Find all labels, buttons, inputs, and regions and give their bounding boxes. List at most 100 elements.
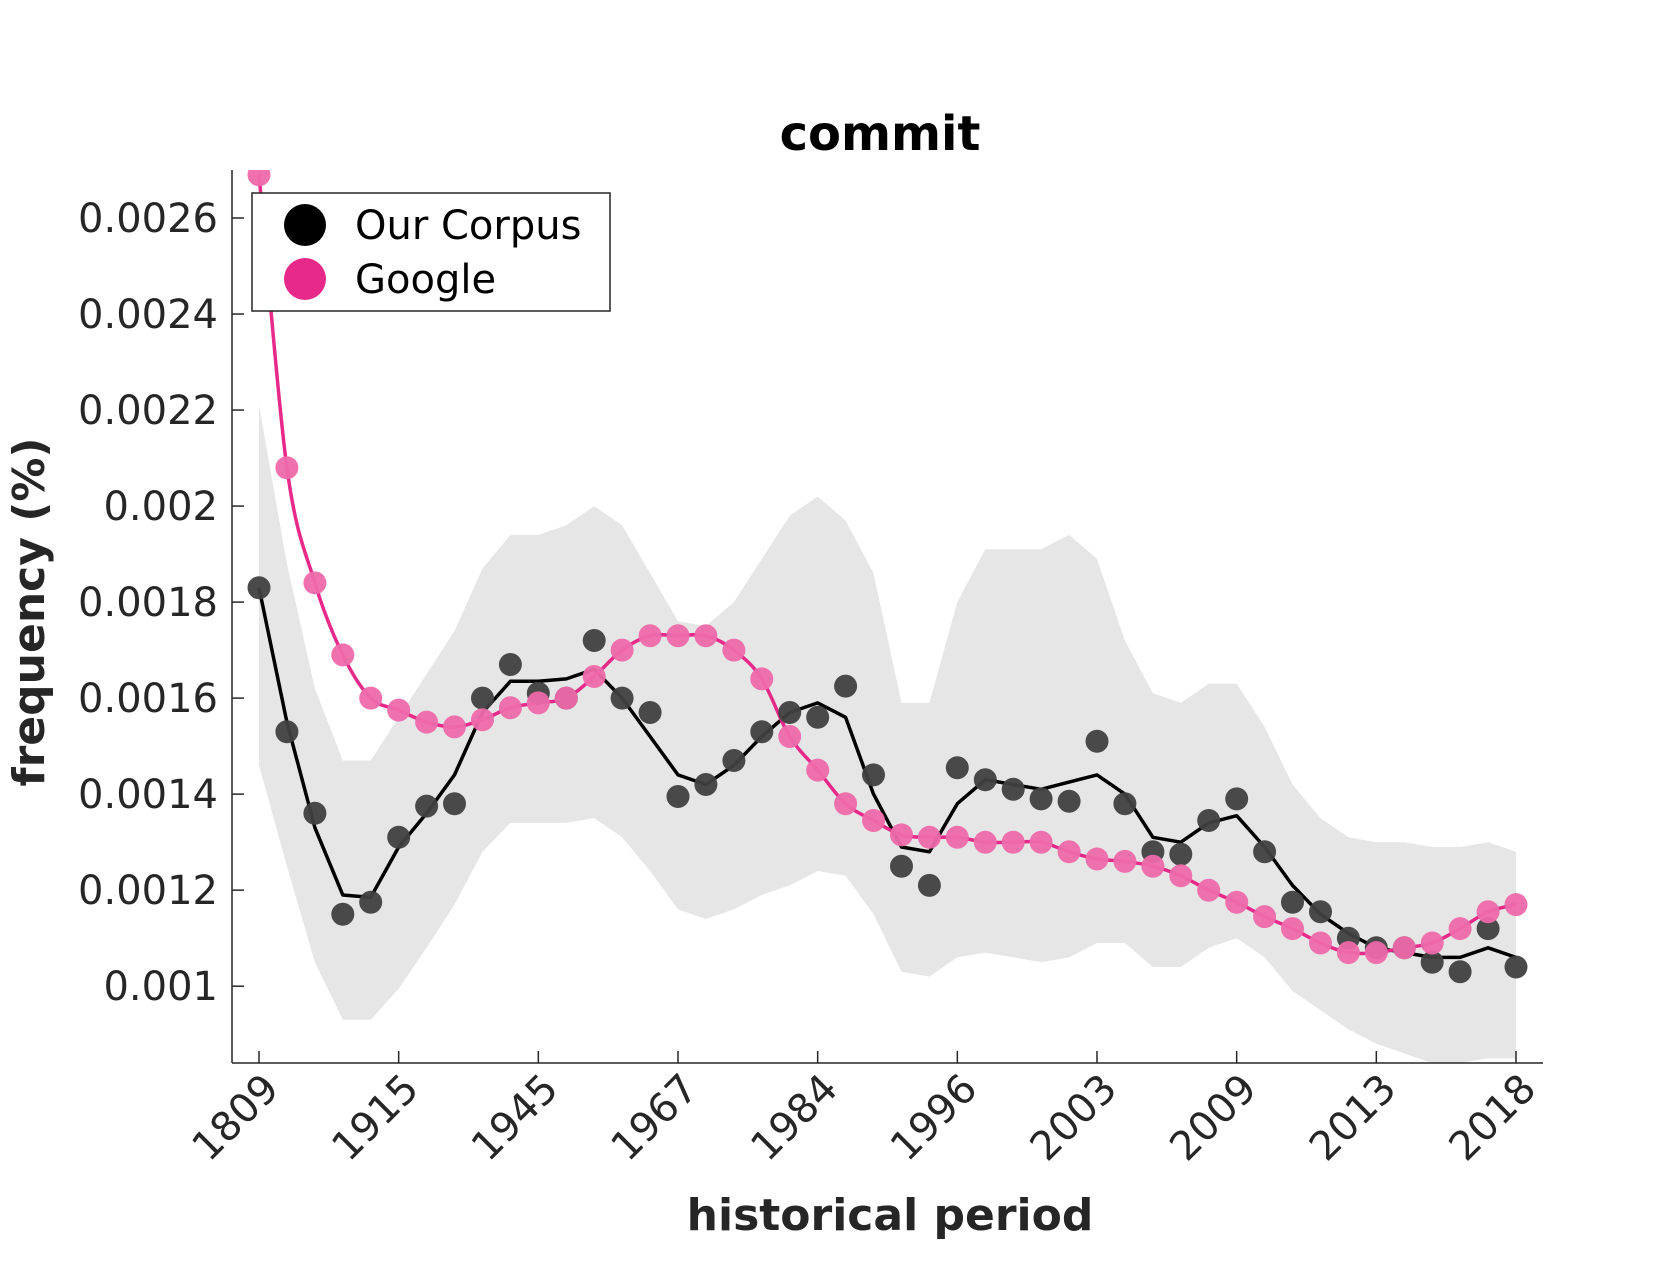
data-point-our-corpus: [443, 792, 466, 816]
data-point-google: [554, 686, 578, 710]
data-point-google: [1253, 905, 1277, 929]
data-point-google: [1392, 936, 1416, 960]
data-point-google: [778, 725, 802, 748]
data-point-google: [275, 456, 299, 480]
legend-marker-our-corpus: [284, 204, 326, 246]
data-point-google: [359, 686, 383, 710]
data-point-our-corpus: [1085, 729, 1109, 753]
data-point-our-corpus: [275, 720, 299, 744]
data-point-our-corpus: [722, 749, 746, 772]
data-point-our-corpus: [1448, 960, 1472, 984]
y-tick-label: 0.0022: [78, 388, 218, 434]
data-point-google: [1225, 890, 1249, 914]
data-point-google: [1281, 917, 1304, 941]
data-point-google: [1197, 878, 1221, 902]
data-point-google: [1476, 900, 1500, 924]
y-tick-label: 0.0026: [78, 196, 218, 242]
legend-label-our-corpus: Our Corpus: [355, 203, 581, 249]
data-point-our-corpus: [1169, 842, 1193, 866]
data-point-our-corpus: [834, 674, 858, 698]
data-point-our-corpus: [1476, 917, 1500, 941]
data-point-our-corpus: [1253, 840, 1277, 864]
data-point-our-corpus: [498, 653, 522, 676]
data-point-our-corpus: [1225, 787, 1249, 811]
data-point-google: [303, 571, 327, 595]
data-point-our-corpus: [778, 701, 802, 724]
data-point-our-corpus: [1420, 950, 1444, 974]
data-point-our-corpus: [666, 785, 690, 808]
y-tick-label: 0.0014: [78, 772, 218, 818]
plot-area: [247, 170, 1528, 1063]
data-point-our-corpus: [750, 720, 774, 744]
y-tick-label: 0.0024: [78, 292, 218, 338]
data-point-google: [582, 665, 606, 688]
data-point-our-corpus: [1281, 890, 1304, 914]
data-point-google: [1001, 830, 1025, 854]
data-point-google: [1336, 941, 1360, 965]
data-point-our-corpus: [1504, 955, 1528, 979]
data-point-google: [331, 643, 355, 667]
data-point-google: [638, 624, 662, 648]
data-point-our-corpus: [1057, 789, 1081, 813]
data-point-google: [498, 696, 522, 720]
data-point-our-corpus: [1001, 777, 1025, 801]
data-point-our-corpus: [862, 763, 885, 787]
data-point-our-corpus: [359, 890, 383, 914]
data-point-google: [526, 691, 550, 715]
data-point-our-corpus: [638, 701, 662, 724]
data-point-google: [750, 667, 774, 691]
chart-title: commit: [780, 106, 981, 162]
data-point-our-corpus: [247, 576, 271, 600]
data-point-our-corpus: [471, 686, 494, 710]
data-point-our-corpus: [331, 902, 355, 926]
legend: Our Corpus Google: [251, 192, 611, 312]
data-point-google: [694, 624, 718, 648]
data-point-google: [247, 170, 271, 187]
legend-marker-google: [284, 258, 326, 300]
data-point-google: [722, 638, 746, 662]
data-point-our-corpus: [610, 686, 634, 710]
y-tick-label: 0.0016: [78, 676, 218, 722]
data-point-google: [973, 830, 997, 854]
data-point-google: [443, 715, 466, 739]
y-tick-label: 0.0012: [78, 868, 218, 914]
data-point-google: [1420, 931, 1444, 955]
x-axis-label: historical period: [687, 1190, 1094, 1241]
data-point-our-corpus: [1029, 787, 1053, 811]
data-point-our-corpus: [303, 801, 327, 825]
data-point-google: [666, 624, 690, 648]
data-point-our-corpus: [1197, 809, 1221, 832]
y-axis-label: frequency (%): [4, 437, 55, 786]
y-tick-label: 0.0018: [78, 580, 218, 626]
data-point-our-corpus: [917, 873, 941, 897]
data-point-google: [806, 758, 830, 782]
data-point-google: [945, 825, 969, 849]
data-point-google: [1113, 849, 1137, 873]
data-point-google: [1029, 830, 1053, 854]
data-point-google: [1085, 847, 1109, 871]
data-point-our-corpus: [1113, 792, 1137, 816]
data-point-google: [1057, 840, 1081, 864]
data-point-google: [610, 638, 634, 662]
data-point-google: [1309, 931, 1332, 955]
data-point-our-corpus: [415, 794, 439, 818]
data-point-our-corpus: [945, 756, 969, 780]
data-point-google: [415, 710, 439, 734]
data-point-google: [834, 792, 858, 816]
legend-label-google: Google: [355, 257, 496, 303]
data-point-google: [917, 825, 941, 849]
data-point-our-corpus: [1309, 900, 1332, 924]
data-point-our-corpus: [387, 825, 411, 849]
data-point-google: [1448, 917, 1472, 941]
y-tick-label: 0.001: [103, 964, 218, 1010]
data-point-our-corpus: [694, 773, 718, 796]
y-tick-label: 0.002: [103, 484, 218, 530]
data-point-google: [1504, 893, 1528, 917]
data-point-google: [862, 809, 885, 832]
data-point-google: [1141, 854, 1165, 878]
data-point-google: [890, 823, 913, 847]
data-point-google: [1364, 941, 1388, 965]
data-point-our-corpus: [890, 854, 913, 878]
